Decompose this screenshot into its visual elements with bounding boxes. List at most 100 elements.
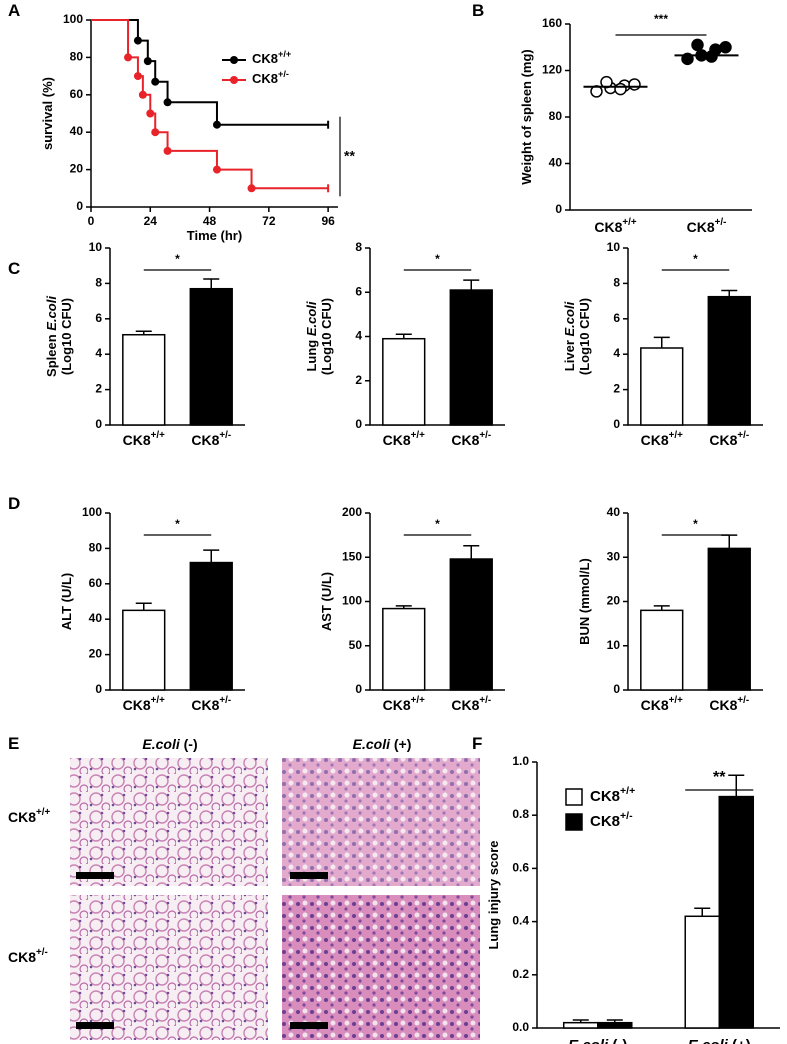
scale-bar: [76, 872, 114, 879]
x-tick-label: CK8+/-: [687, 217, 727, 235]
x-tick-label: CK8+/-: [709, 695, 749, 713]
y-tick-label: 200: [342, 505, 362, 519]
scale-bar: [290, 1022, 328, 1029]
y-tick-label: 8: [95, 276, 102, 290]
x-tick-label: 24: [144, 214, 158, 228]
image: [282, 895, 480, 1040]
annotation: **: [713, 769, 726, 786]
y-tick-label: 0.2: [512, 967, 529, 981]
bar: [640, 609, 684, 691]
bar: [449, 289, 493, 426]
bar: [597, 1021, 633, 1029]
y-tick-label: 20: [70, 162, 84, 176]
scale-bar: [76, 1022, 114, 1029]
legend-swatch: [565, 788, 583, 806]
annotation: *: [435, 517, 440, 531]
scale-bar: [290, 872, 328, 879]
y-axis-label: AST (U/L): [319, 572, 334, 631]
error-bar: [721, 289, 738, 297]
y-tick-label: 4: [95, 346, 102, 360]
error-bar: [395, 605, 412, 609]
y-axis-label: Spleen E.coli: [44, 296, 59, 377]
error-bar: [135, 330, 152, 335]
event-marker: [133, 72, 142, 81]
panel-label: E: [8, 734, 19, 753]
data-point: [628, 78, 641, 91]
x-tick-label: 96: [321, 214, 335, 228]
image: [70, 895, 268, 1040]
bar: [707, 547, 751, 691]
error-bar: [203, 549, 220, 563]
bar: [707, 295, 751, 426]
image: [70, 758, 268, 886]
y-tick-label: 0: [555, 202, 562, 216]
legend-label: CK8+/-: [590, 810, 633, 830]
y-tick-label: 60: [70, 87, 84, 101]
y-tick-label: 40: [89, 611, 103, 625]
x-tick-label: E.coli (+): [688, 1037, 751, 1044]
y-tick-label: 0.4: [512, 914, 529, 928]
y-axis-label: Lung injury score: [486, 840, 501, 949]
image: [282, 758, 480, 886]
legend-label: CK8+/+: [252, 49, 291, 66]
y-tick-label: 100: [82, 505, 102, 519]
y-tick-label: 6: [613, 311, 620, 325]
bar: [382, 337, 426, 426]
column-label: E.coli (+): [353, 736, 412, 752]
error-bar: [395, 333, 412, 339]
x-axis-label: Time (hr): [187, 228, 242, 243]
legend-label: CK8+/+: [590, 785, 635, 805]
event-marker: [151, 77, 160, 86]
y-tick-label: 0: [76, 199, 83, 213]
y-tick-label: 0: [613, 417, 620, 431]
x-tick-label: CK8+/-: [451, 695, 491, 713]
error-bar: [606, 1019, 623, 1023]
error-bar: [653, 605, 670, 611]
annotation: *: [175, 252, 180, 266]
event-marker: [143, 57, 152, 66]
x-tick-label: CK8+/-: [451, 430, 491, 448]
x-tick-label: 72: [262, 214, 276, 228]
y-tick-label: 0.0: [512, 1020, 529, 1034]
error-bar: [653, 336, 670, 349]
y-tick-label: 100: [63, 12, 83, 26]
y-tick-label: 0.8: [512, 807, 529, 821]
x-tick-label: CK8+/+: [594, 217, 636, 235]
event-marker: [163, 146, 172, 155]
x-tick-label: CK8+/+: [123, 430, 165, 448]
error-bar: [721, 534, 738, 549]
error-bar: [572, 1019, 589, 1023]
y-axis-label: BUN (mmol/L): [577, 558, 592, 645]
data-point: [691, 38, 704, 52]
error-bar: [463, 544, 480, 560]
bar: [640, 347, 684, 426]
data-point: [614, 82, 627, 96]
y-axis-label: Weight of spleen (mg): [519, 49, 534, 185]
panel-label: A: [8, 1, 20, 20]
y-tick-label: 0: [355, 417, 362, 431]
histology-images: E.coli (-) E.coli (+) CK8+/+ CK8+/-: [8, 736, 480, 1040]
x-tick-label: CK8+/-: [191, 695, 231, 713]
y-axis-label: (Log10 CFU): [59, 298, 74, 375]
event-marker: [212, 120, 221, 129]
y-tick-label: 10: [89, 240, 103, 254]
event-marker: [163, 98, 172, 107]
bar: [562, 1021, 599, 1029]
y-tick-label: 50: [349, 638, 363, 652]
x-tick-label: 48: [203, 214, 217, 228]
y-tick-label: 6: [355, 284, 362, 298]
bar: [122, 609, 166, 691]
y-tick-label: 10: [607, 638, 621, 652]
y-axis-label: (Log10 CFU): [577, 298, 592, 375]
event-marker: [146, 109, 155, 118]
x-tick-label: CK8+/-: [709, 430, 749, 448]
y-tick-label: 20: [89, 647, 103, 661]
x-tick-label: CK8+/+: [383, 430, 425, 448]
y-tick-label: 4: [355, 329, 362, 343]
annotation: *: [175, 517, 180, 531]
event-marker: [247, 184, 256, 193]
y-axis-label: Liver E.coli: [562, 301, 577, 371]
y-tick-label: 60: [89, 576, 103, 590]
y-tick-label: 100: [342, 594, 362, 608]
x-tick-label: CK8+/+: [123, 695, 165, 713]
